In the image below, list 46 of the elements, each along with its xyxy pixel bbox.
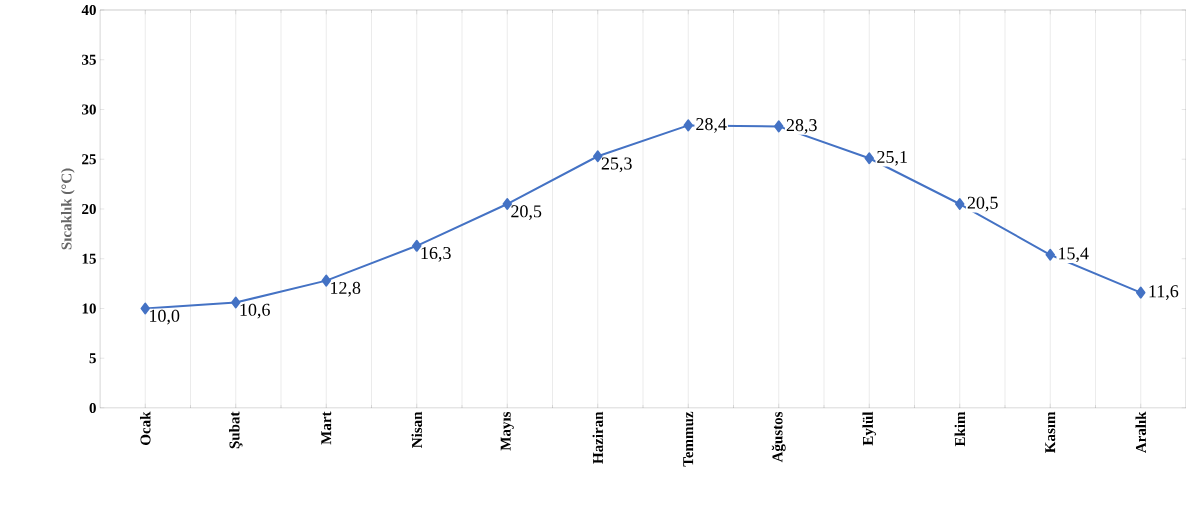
point bbox=[502, 198, 513, 211]
point bbox=[1136, 286, 1146, 299]
data-label: 11,6 bbox=[1149, 285, 1179, 300]
data-label: 20,5 bbox=[967, 196, 998, 212]
x-tick-label: Kasım bbox=[1045, 411, 1056, 453]
data-label: 10,6 bbox=[240, 303, 270, 319]
data-label: 10,0 bbox=[150, 309, 180, 325]
y-tick-label: 35 bbox=[82, 54, 96, 65]
y-tick-label: 0 bbox=[89, 402, 96, 414]
x-tick-label: Şubat bbox=[229, 411, 243, 449]
x-tick-label: Nisan bbox=[411, 411, 423, 448]
x-tick-label: Eylül bbox=[862, 411, 877, 446]
point bbox=[955, 198, 965, 211]
data-label: 20,5 bbox=[511, 205, 542, 220]
x-tick-label: Mayıs bbox=[500, 411, 514, 451]
x-tick-label: Aralık bbox=[1135, 411, 1147, 454]
y-tick-label: 10 bbox=[82, 303, 96, 314]
point bbox=[231, 296, 241, 309]
point bbox=[1045, 248, 1055, 261]
x-tick-label: Ocak bbox=[139, 411, 151, 445]
data-label: 15,4 bbox=[1059, 247, 1089, 263]
x-tick-label: Haziran bbox=[592, 411, 604, 464]
data-label: 16,3 bbox=[421, 247, 451, 262]
data-label: 25,3 bbox=[601, 157, 632, 173]
y-tick-label: 40 bbox=[81, 4, 96, 16]
y-tick-label: 25 bbox=[82, 154, 96, 165]
x-tick-label: Temmuz bbox=[683, 411, 694, 467]
x-tick-label: Ekim bbox=[954, 411, 965, 447]
point bbox=[864, 152, 874, 165]
data-label: 25,1 bbox=[877, 150, 907, 166]
point bbox=[593, 150, 603, 163]
x-tick-label: Ağustos bbox=[771, 411, 786, 463]
y-tick-label: 5 bbox=[89, 353, 96, 364]
point bbox=[140, 302, 151, 315]
data-label: 28,4 bbox=[696, 118, 727, 133]
point bbox=[321, 274, 332, 287]
x-tick-label: Mart bbox=[321, 411, 332, 445]
y-tick-label: 30 bbox=[82, 104, 96, 115]
data-label: 12,8 bbox=[331, 281, 361, 297]
point bbox=[774, 120, 784, 133]
y-tick-label: 20 bbox=[82, 203, 96, 215]
data-label: 28,3 bbox=[786, 119, 817, 134]
y-tick-label: 15 bbox=[82, 253, 96, 264]
y-axis-title: Sıcaklık (°C) bbox=[61, 168, 75, 250]
point bbox=[683, 119, 693, 132]
point bbox=[412, 239, 422, 252]
